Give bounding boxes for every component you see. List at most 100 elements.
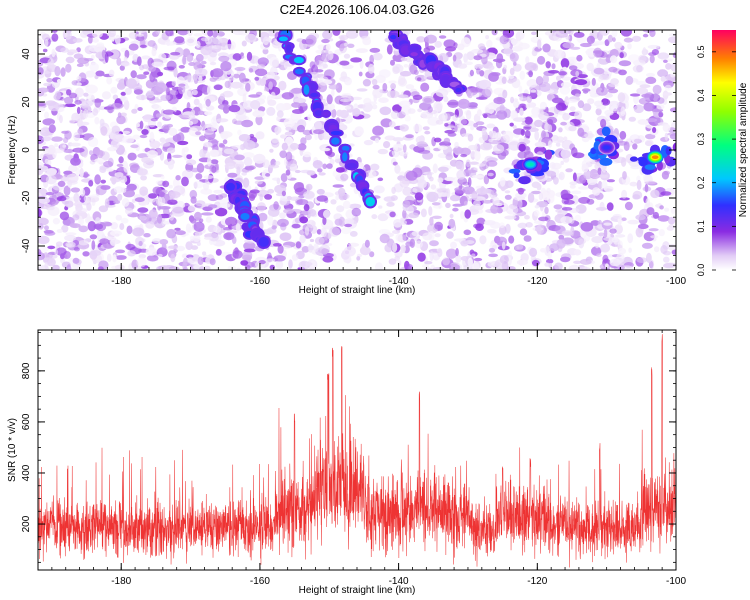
spectrogram-cell bbox=[536, 201, 548, 208]
spectrogram-cell bbox=[272, 243, 282, 247]
spectrogram-cell bbox=[523, 126, 531, 131]
spectrogram-cell bbox=[636, 179, 642, 191]
spectrogram-cell bbox=[516, 259, 529, 266]
x-tick-label: -140 bbox=[389, 276, 409, 287]
spectrogram-cell bbox=[646, 72, 655, 78]
spectrogram-cell bbox=[110, 238, 117, 246]
spectrogram-cell bbox=[84, 58, 94, 62]
spectrogram-cell bbox=[399, 70, 412, 77]
spectrogram-cell bbox=[64, 103, 76, 108]
spectrogram-cell bbox=[660, 75, 666, 82]
spectrogram-cell bbox=[558, 234, 565, 241]
spectrogram-cell bbox=[445, 125, 456, 129]
spectrogram-cell bbox=[496, 97, 503, 102]
spectrogram-cell bbox=[74, 201, 83, 208]
spectrogram-cell bbox=[429, 216, 434, 226]
spectrogram-cell bbox=[524, 129, 531, 139]
spectrogram-cell bbox=[191, 167, 199, 173]
spectrogram-cell bbox=[371, 104, 378, 110]
spectrogram-cell bbox=[244, 166, 255, 171]
spectrogram-cell bbox=[100, 179, 107, 184]
spectrogram-cell bbox=[495, 202, 503, 207]
spectrogram-cell bbox=[196, 241, 201, 246]
spectrogram-cell bbox=[94, 98, 102, 108]
spectrogram-cell bbox=[405, 84, 415, 90]
spectrogram-cell bbox=[94, 116, 100, 125]
spectrogram-cell bbox=[618, 60, 632, 67]
spectrogram-cell bbox=[174, 227, 181, 231]
spectrogram-cell bbox=[340, 173, 349, 181]
spectrogram-cell bbox=[205, 257, 212, 264]
spectrogram-cell bbox=[168, 127, 178, 136]
spectrogram-cell bbox=[113, 186, 124, 194]
spectrogram-cell bbox=[671, 249, 676, 255]
spectrogram-cell bbox=[68, 164, 78, 173]
spectrogram-cell bbox=[188, 121, 194, 126]
spectrogram-cell bbox=[463, 229, 472, 236]
spectrogram-cell bbox=[300, 137, 307, 145]
spectrogram-cell bbox=[87, 36, 93, 44]
feature-core bbox=[278, 36, 288, 42]
spectrogram-cell bbox=[578, 238, 585, 249]
colorbar-tick-label: 0.1 bbox=[696, 220, 706, 233]
spectrogram-cell bbox=[503, 48, 514, 55]
spectrogram-cell bbox=[47, 206, 60, 217]
spectrogram-cell bbox=[55, 247, 67, 256]
spectrogram-cell bbox=[390, 195, 398, 201]
spectrogram-cell bbox=[336, 205, 345, 213]
spectrogram-cell bbox=[452, 207, 459, 212]
spectrogram-axes: -180 -160 -140 -120 -100 -40 -20 0 20 40 bbox=[21, 29, 686, 287]
spectrogram-cell bbox=[643, 231, 655, 242]
spectrogram-cell bbox=[467, 102, 478, 108]
spectrogram-cell bbox=[272, 177, 281, 181]
spectrogram-cell bbox=[614, 41, 623, 49]
spectrogram-cell bbox=[255, 115, 263, 126]
spectrogram-cell bbox=[209, 61, 217, 66]
spectrogram-cell bbox=[471, 174, 484, 179]
spectrogram-cell bbox=[494, 259, 505, 270]
spectrogram-cell bbox=[212, 30, 218, 38]
spectrogram-cell bbox=[392, 137, 404, 142]
spectrogram-cell bbox=[559, 85, 571, 95]
spectrogram-cell bbox=[279, 232, 292, 241]
spectrogram-cell bbox=[476, 187, 489, 195]
spectrogram-cell bbox=[604, 39, 610, 47]
spectrogram-cell bbox=[157, 214, 163, 224]
spectrogram-cell bbox=[434, 233, 441, 238]
spectrogram-cell bbox=[149, 140, 161, 149]
spectrogram-cell bbox=[158, 206, 171, 210]
spectrogram-cell bbox=[577, 127, 585, 137]
feature-core bbox=[365, 196, 375, 207]
spectrogram-cell bbox=[657, 69, 669, 78]
spectrogram-cell bbox=[293, 93, 302, 105]
spectrogram-cell bbox=[372, 84, 380, 90]
spectrogram-cell bbox=[648, 52, 657, 57]
spectrogram-cell bbox=[629, 181, 638, 187]
spectrogram-cell bbox=[169, 213, 175, 221]
spectrogram-cell bbox=[147, 40, 156, 47]
spectrogram-cell bbox=[465, 159, 471, 168]
spectrogram-cell bbox=[470, 125, 475, 131]
spectrogram-cell bbox=[281, 142, 288, 151]
spectrogram-cell bbox=[38, 235, 50, 245]
feature-core bbox=[651, 155, 659, 159]
spectrogram-cell bbox=[416, 141, 428, 148]
spectrogram-cell bbox=[617, 247, 627, 255]
spectrogram-cell bbox=[407, 265, 412, 270]
spectrogram-cell bbox=[394, 255, 401, 261]
spectrogram-cell bbox=[81, 105, 91, 110]
spectrogram-cell bbox=[646, 252, 652, 263]
spectrogram-cell bbox=[518, 138, 524, 144]
spectrogram-cell bbox=[505, 223, 511, 234]
spectrogram-cell bbox=[281, 245, 292, 250]
spectrogram-cell bbox=[645, 141, 653, 146]
spectrogram-cell bbox=[413, 69, 419, 76]
spectrogram-cell bbox=[139, 44, 147, 48]
spectrogram-cell bbox=[542, 74, 549, 84]
spectrogram-cell bbox=[477, 163, 486, 167]
feature-halo bbox=[508, 168, 521, 174]
spectrogram-cell bbox=[138, 240, 143, 247]
colorbar-tick-label: 0.5 bbox=[696, 46, 706, 59]
spectrogram-cell bbox=[474, 143, 481, 152]
spectrogram-cell bbox=[414, 192, 424, 201]
